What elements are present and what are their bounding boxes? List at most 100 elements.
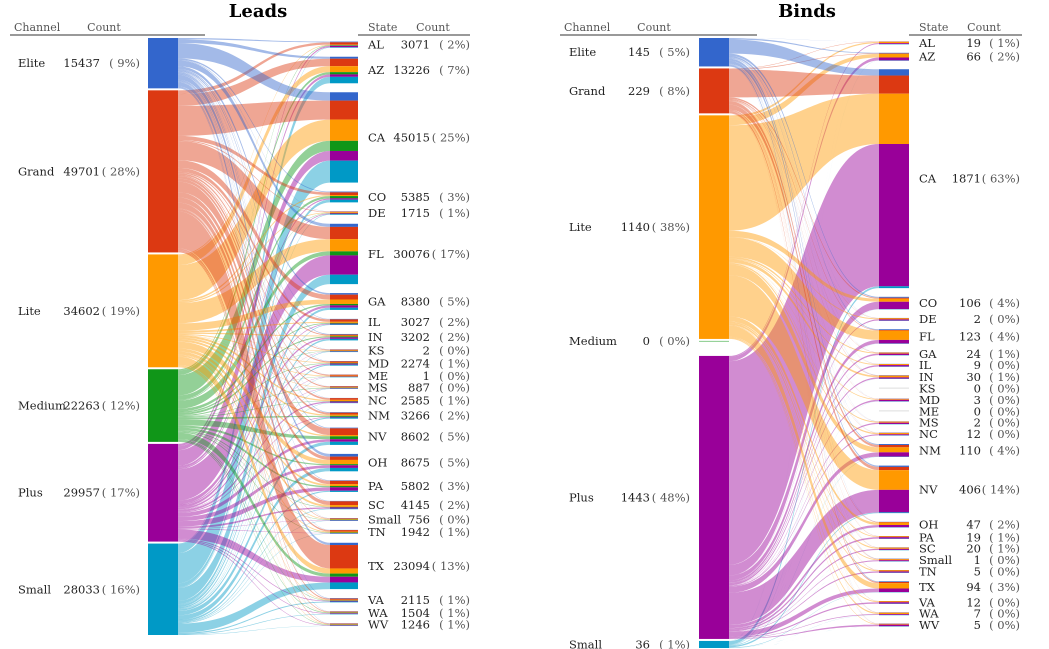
state-pct: ( 4%) [989, 296, 1020, 310]
flow-link-grand [178, 100, 330, 136]
state-pct: ( 0%) [439, 369, 470, 383]
flow-link-grand [729, 100, 879, 400]
channel-header: Channel [14, 21, 61, 34]
state-label: IN [368, 330, 383, 344]
count-header: Count [416, 21, 450, 34]
state-pct: ( 2%) [439, 315, 470, 329]
flow-link-elite [729, 57, 879, 353]
flow-link-lite [178, 341, 330, 465]
state-label: NV [919, 482, 938, 496]
state-segment [330, 480, 358, 485]
channel-label: Medium [18, 399, 66, 413]
channel-bar-elite [699, 38, 729, 67]
state-label: WA [919, 607, 939, 621]
state-segment [330, 435, 358, 437]
flow-link-lite [729, 316, 879, 526]
flow-link-elite [729, 64, 879, 583]
channel-bar-grand [699, 68, 729, 114]
flow-link-small [178, 76, 330, 554]
flow-link-lite [178, 119, 330, 301]
state-segment [879, 489, 909, 513]
state-segment [330, 412, 358, 415]
state-segment [879, 470, 909, 490]
state-pct: ( 25%) [432, 130, 470, 144]
state-label: NV [368, 429, 387, 443]
flow-link-elite [729, 39, 879, 76]
flow-link-grand [178, 174, 330, 388]
channel-bar-elite [148, 38, 178, 89]
flow-link-elite [729, 57, 879, 365]
state-count: 1 [974, 553, 981, 567]
flow-link-small [729, 538, 879, 648]
state-segment [330, 480, 358, 481]
flow-link-grand [729, 110, 879, 537]
count-header: Count [637, 21, 671, 34]
state-count: 4145 [401, 498, 430, 512]
flow-link-plus [178, 528, 330, 534]
state-segment [330, 212, 358, 214]
channel-count: 34602 [63, 304, 100, 318]
flow-link-small [178, 625, 330, 635]
flow-link-lite [178, 334, 330, 377]
flow-link-elite [729, 60, 879, 467]
binds-chart: Binds Channel Count State Count Elite 145 ( 5%)… [560, 1, 1022, 649]
channel-label: Small [569, 637, 602, 649]
flow-link-grand [178, 135, 330, 196]
state-label: KS [368, 344, 385, 358]
state-label: IN [919, 370, 934, 384]
flow-link-lite [729, 237, 879, 340]
state-pct: ( 2%) [989, 518, 1020, 532]
state-segment [879, 41, 909, 44]
state-segment [879, 614, 909, 615]
flow-link-lite [729, 325, 879, 589]
flow-link-grand [729, 69, 879, 98]
flow-link-lite [729, 53, 879, 126]
flow-link-small [729, 626, 879, 648]
state-segment [330, 45, 358, 46]
flow-link-plus [729, 537, 879, 630]
flow-link-elite [729, 38, 879, 54]
channel-pct: ( 12%) [102, 399, 140, 413]
channel-label: Plus [569, 490, 594, 504]
flow-link-medium [178, 303, 330, 412]
flow-link-elite [178, 69, 330, 320]
state-segment [879, 286, 909, 289]
state-segment [330, 47, 358, 48]
state-segment [330, 195, 358, 197]
state-segment [879, 623, 909, 625]
state-segment [330, 335, 358, 337]
flow-link-lite [178, 212, 330, 304]
flow-link-grand [178, 250, 330, 613]
flow-link-elite [178, 74, 330, 457]
flow-link-medium [178, 415, 330, 420]
state-segment [330, 542, 358, 546]
state-segment [330, 192, 358, 196]
flow-link-small [729, 60, 879, 642]
count-header: Count [967, 21, 1001, 34]
state-pct: ( 0%) [989, 595, 1020, 609]
state-label: TX [368, 559, 385, 573]
flow-link-plus [178, 539, 330, 614]
state-pct: ( 1%) [439, 618, 470, 632]
state-label: GA [919, 347, 937, 361]
state-segment [879, 365, 909, 367]
flow-link-small [729, 549, 879, 648]
channel-count: 36 [635, 637, 650, 649]
leads-chart: Leads Channel Count State Count Elite 15437 ( 9… [10, 1, 470, 635]
state-segment [330, 363, 358, 365]
flow-link-small [729, 44, 879, 641]
state-segment [330, 223, 358, 227]
state-segment [330, 92, 358, 101]
flow-link-small [178, 402, 330, 610]
state-segment [330, 196, 358, 199]
state-count: 1942 [401, 525, 430, 539]
flow-link-lite [178, 44, 330, 256]
flow-link-small [729, 456, 879, 646]
state-count: 30 [966, 370, 981, 384]
flow-link-medium [178, 45, 330, 371]
state-segment [879, 143, 909, 287]
state-count: 13226 [393, 63, 430, 77]
state-segment [330, 274, 358, 285]
state-pct: ( 0%) [989, 382, 1020, 396]
flow-link-small [178, 324, 330, 606]
